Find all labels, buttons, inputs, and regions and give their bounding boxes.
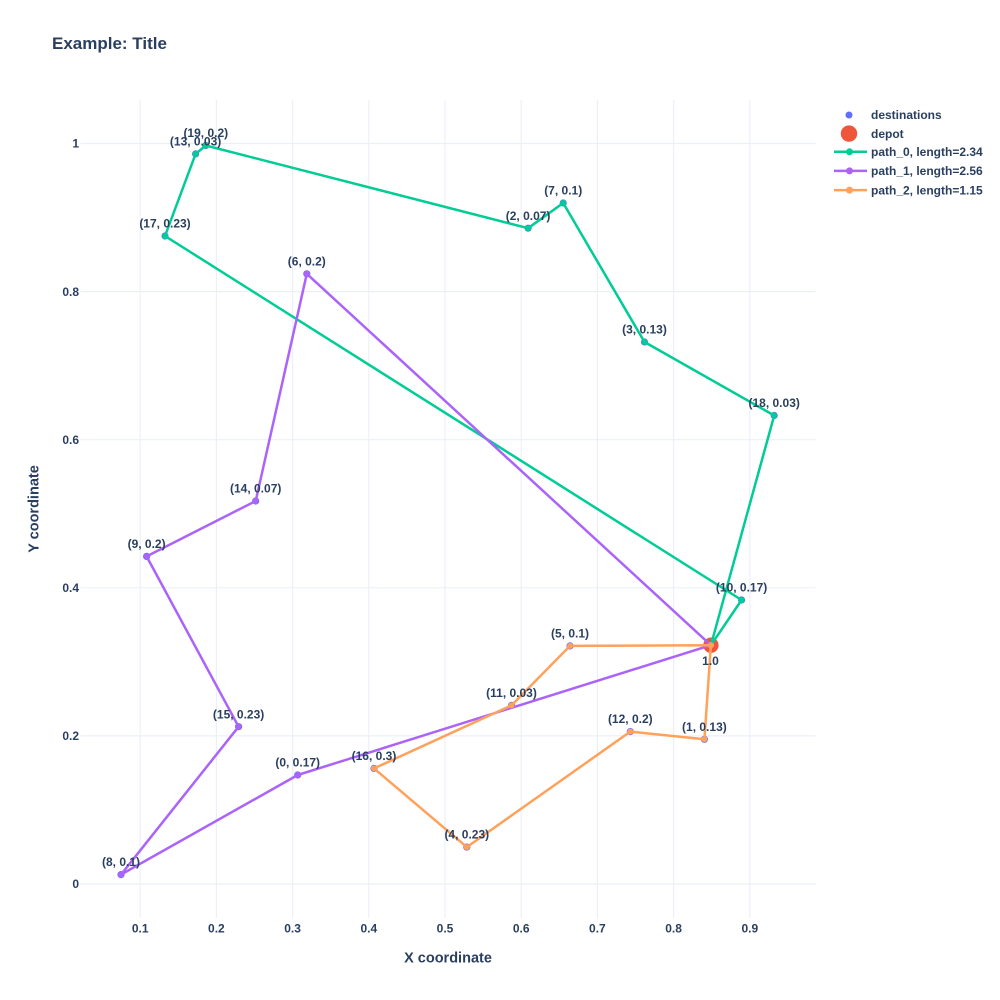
- svg-text:depot: depot: [871, 127, 904, 141]
- svg-text:0.3: 0.3: [284, 921, 301, 935]
- svg-text:(18, 0.03): (18, 0.03): [749, 396, 800, 410]
- svg-text:(16, 0.3): (16, 0.3): [352, 749, 397, 763]
- svg-text:(15, 0.23): (15, 0.23): [213, 707, 264, 721]
- svg-text:0.8: 0.8: [665, 921, 682, 935]
- svg-text:0.1: 0.1: [132, 921, 149, 935]
- svg-text:0.9: 0.9: [741, 921, 758, 935]
- svg-text:(8, 0.1): (8, 0.1): [102, 855, 140, 869]
- svg-text:(0, 0.17): (0, 0.17): [275, 756, 320, 770]
- svg-text:0.4: 0.4: [360, 921, 377, 935]
- svg-text:0.4: 0.4: [62, 581, 79, 595]
- svg-text:(9, 0.2): (9, 0.2): [128, 537, 166, 551]
- svg-text:(14, 0.07): (14, 0.07): [230, 482, 281, 496]
- svg-text:0.2: 0.2: [62, 729, 79, 743]
- svg-text:0.8: 0.8: [62, 285, 79, 299]
- svg-text:(4, 0.23): (4, 0.23): [444, 828, 489, 842]
- svg-text:(12, 0.2): (12, 0.2): [608, 712, 653, 726]
- svg-text:Y coordinate: Y coordinate: [27, 465, 43, 553]
- svg-text:0.6: 0.6: [62, 433, 79, 447]
- svg-text:(5, 0.1): (5, 0.1): [551, 627, 589, 641]
- svg-text:path_2, length=1.15: path_2, length=1.15: [871, 183, 983, 197]
- svg-text:0.2: 0.2: [208, 921, 225, 935]
- svg-text:Example: Title: Example: Title: [52, 34, 167, 53]
- svg-text:(6, 0.2): (6, 0.2): [288, 254, 326, 268]
- svg-text:(2, 0.07): (2, 0.07): [506, 209, 551, 223]
- svg-text:0.6: 0.6: [513, 921, 530, 935]
- svg-text:(3, 0.13): (3, 0.13): [622, 323, 667, 337]
- svg-text:(10, 0.17): (10, 0.17): [716, 581, 767, 595]
- svg-text:(17, 0.23): (17, 0.23): [139, 217, 190, 231]
- svg-text:(11, 0.03): (11, 0.03): [486, 686, 537, 700]
- svg-text:(7, 0.1): (7, 0.1): [544, 184, 582, 198]
- svg-text:(19, 0.2): (19, 0.2): [183, 126, 228, 140]
- svg-text:path_0, length=2.34: path_0, length=2.34: [871, 145, 983, 159]
- svg-text:(1, 0.13): (1, 0.13): [682, 720, 727, 734]
- svg-text:0: 0: [72, 877, 79, 891]
- svg-text:destinations: destinations: [871, 108, 942, 122]
- svg-text:0.7: 0.7: [589, 921, 606, 935]
- svg-text:path_1, length=2.56: path_1, length=2.56: [871, 164, 983, 178]
- svg-text:1.0: 1.0: [702, 654, 719, 668]
- svg-text:(13, 0.03): (13, 0.03): [170, 135, 221, 149]
- svg-text:X coordinate: X coordinate: [404, 950, 492, 966]
- svg-text:1: 1: [72, 137, 79, 151]
- svg-text:0.5: 0.5: [437, 921, 454, 935]
